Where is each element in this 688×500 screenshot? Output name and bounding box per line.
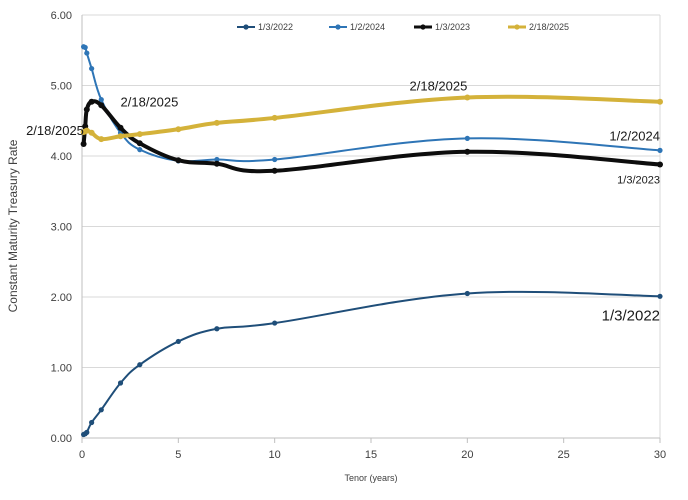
annotation-label: 2/18/2025: [26, 123, 84, 138]
y-tick-label: 6.00: [51, 10, 72, 22]
data-point: [272, 156, 278, 163]
legend-swatch-marker: [243, 24, 249, 30]
data-point: [213, 160, 220, 167]
data-point: [83, 106, 90, 113]
x-tick-label: 20: [461, 449, 473, 461]
series-1-3-2023: [80, 98, 663, 174]
legend-swatch-marker: [420, 24, 426, 30]
data-point: [88, 98, 95, 105]
series-2-18-2025: [80, 94, 663, 143]
data-point: [136, 131, 143, 138]
annotation-label: 1/2/2024: [609, 128, 660, 143]
data-point: [657, 98, 663, 105]
x-tick-label: 30: [654, 449, 666, 461]
data-point: [89, 419, 95, 426]
annotation-label: 1/3/2022: [602, 307, 660, 324]
series-lines: [80, 44, 663, 438]
data-point: [271, 114, 278, 121]
x-tick-label: 15: [365, 449, 377, 461]
data-point: [82, 44, 88, 51]
data-point: [657, 293, 663, 299]
annotation-label: 1/3/2023: [617, 174, 660, 186]
data-point: [83, 127, 90, 134]
data-point: [175, 157, 182, 164]
data-point: [98, 102, 105, 109]
legend-item: 1/2/2024: [329, 22, 385, 32]
legend-label: 1/3/2022: [258, 22, 293, 32]
y-axis-title: Constant Maturity Treasury Rate: [6, 139, 20, 312]
x-tick-label: 10: [269, 449, 281, 461]
data-point: [80, 141, 87, 148]
data-point: [98, 97, 104, 103]
legend: 1/3/2022 1/2/2024 1/3/2023 2/18/2025: [237, 22, 569, 32]
x-tick-label: 5: [175, 449, 181, 461]
data-point: [214, 156, 220, 163]
data-point: [464, 290, 470, 297]
data-point: [464, 94, 471, 101]
data-point: [84, 429, 90, 435]
data-point: [464, 148, 471, 155]
data-point: [89, 65, 95, 72]
legend-item: 1/3/2023: [414, 22, 470, 32]
y-tick-label: 3.00: [51, 222, 72, 234]
legend-label: 2/18/2025: [529, 22, 569, 32]
data-point: [214, 326, 220, 332]
legend-label: 1/2/2024: [350, 22, 385, 32]
data-point: [464, 135, 470, 141]
data-point: [175, 338, 181, 345]
data-point: [88, 129, 95, 136]
x-tick-label: 0: [79, 449, 85, 461]
data-point: [117, 133, 124, 140]
data-point: [117, 380, 124, 386]
legend-swatch-marker: [514, 24, 520, 30]
legend-item: 2/18/2025: [508, 22, 569, 32]
y-tick-label: 4.00: [51, 151, 72, 163]
grid-lines: [82, 14, 661, 439]
y-tick-label: 0.00: [51, 433, 72, 445]
x-axis-title: Tenor (years): [344, 473, 397, 483]
x-tick-label: 25: [558, 449, 570, 461]
legend-label: 1/3/2023: [435, 22, 470, 32]
data-point: [175, 126, 182, 133]
data-point: [271, 167, 278, 174]
annotation-label: 2/18/2025: [121, 95, 179, 110]
axes: 0.00 1.00 2.00 3.00 4.00 5.00 6.00 0 5 10 15 20 25 30: [51, 10, 667, 461]
data-point: [136, 140, 143, 147]
y-tick-label: 5.00: [51, 81, 72, 93]
data-point: [657, 161, 663, 168]
data-point: [117, 124, 124, 131]
series-line: [81, 99, 662, 174]
data-point: [98, 407, 104, 413]
series-1-2-2024: [80, 44, 663, 164]
data-point: [213, 119, 220, 126]
annotation-label: 2/18/2025: [410, 78, 468, 93]
y-tick-label: 1.00: [51, 363, 72, 375]
y-tick-label: 2.00: [51, 292, 72, 304]
legend-item: 1/3/2022: [237, 22, 293, 32]
data-point: [137, 147, 143, 153]
series-line: [82, 290, 661, 436]
data-point: [272, 320, 278, 326]
data-point: [84, 50, 90, 56]
series-1-3-2022: [80, 290, 663, 438]
data-point: [657, 147, 663, 153]
data-point: [98, 136, 105, 143]
data-point: [137, 362, 143, 368]
annotations: 2/18/2025 2/18/2025 2/18/2025 1/2/2024 1/3/2…: [26, 78, 660, 324]
legend-swatch-marker: [335, 24, 341, 30]
